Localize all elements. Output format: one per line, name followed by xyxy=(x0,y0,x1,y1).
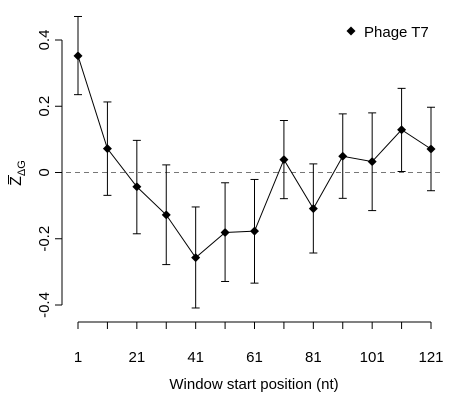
data-point-71 xyxy=(279,155,289,165)
error-bars xyxy=(74,15,435,309)
x-tick-label-61: 61 xyxy=(246,349,263,366)
data-point-41 xyxy=(191,253,201,263)
data-point-91 xyxy=(338,151,348,161)
data-point-81 xyxy=(308,204,318,214)
data-point-111 xyxy=(397,125,407,135)
x-ticks: 1 21 41 61 81 101 121 xyxy=(74,322,444,366)
x-tick-label-21: 21 xyxy=(128,349,145,366)
x-axis-label: Window start position (nt) xyxy=(169,376,338,393)
data-point-21 xyxy=(132,182,142,192)
svg-text:Z̅ΔG: Z̅ΔG xyxy=(7,160,28,186)
data-points xyxy=(73,51,436,263)
y-axis-label-subscript: ΔG xyxy=(16,160,28,176)
data-point-121 xyxy=(426,144,436,154)
y-axis-label: Z̅ΔG xyxy=(7,160,28,186)
data-point-101 xyxy=(367,157,377,167)
x-tick-label-121: 121 xyxy=(418,349,443,366)
legend: Phage T7 xyxy=(346,24,429,41)
data-point-51 xyxy=(220,227,230,237)
x-tick-label-101: 101 xyxy=(360,349,385,366)
data-point-31 xyxy=(161,210,171,220)
legend-label-phage-t7: Phage T7 xyxy=(364,24,429,41)
x-tick-label-1: 1 xyxy=(74,349,82,366)
x-tick-label-41: 41 xyxy=(187,349,204,366)
x-tick-label-81: 81 xyxy=(305,349,322,366)
y-tick-label-0: 0 xyxy=(36,168,53,176)
y-ticks: -0.4 -0.2 0 0.2 0.4 xyxy=(36,30,62,318)
y-axis-label-main: Z̅ xyxy=(7,175,25,186)
legend-marker-diamond xyxy=(346,26,356,36)
data-point-1 xyxy=(73,51,83,61)
y-tick-label--0.2: -0.2 xyxy=(36,226,53,252)
data-point-11 xyxy=(102,144,112,154)
data-point-61 xyxy=(250,226,259,236)
y-tick-label--0.4: -0.4 xyxy=(36,292,53,318)
y-tick-label-0.4: 0.4 xyxy=(36,30,53,51)
y-tick-label-0.2: 0.2 xyxy=(36,96,53,117)
